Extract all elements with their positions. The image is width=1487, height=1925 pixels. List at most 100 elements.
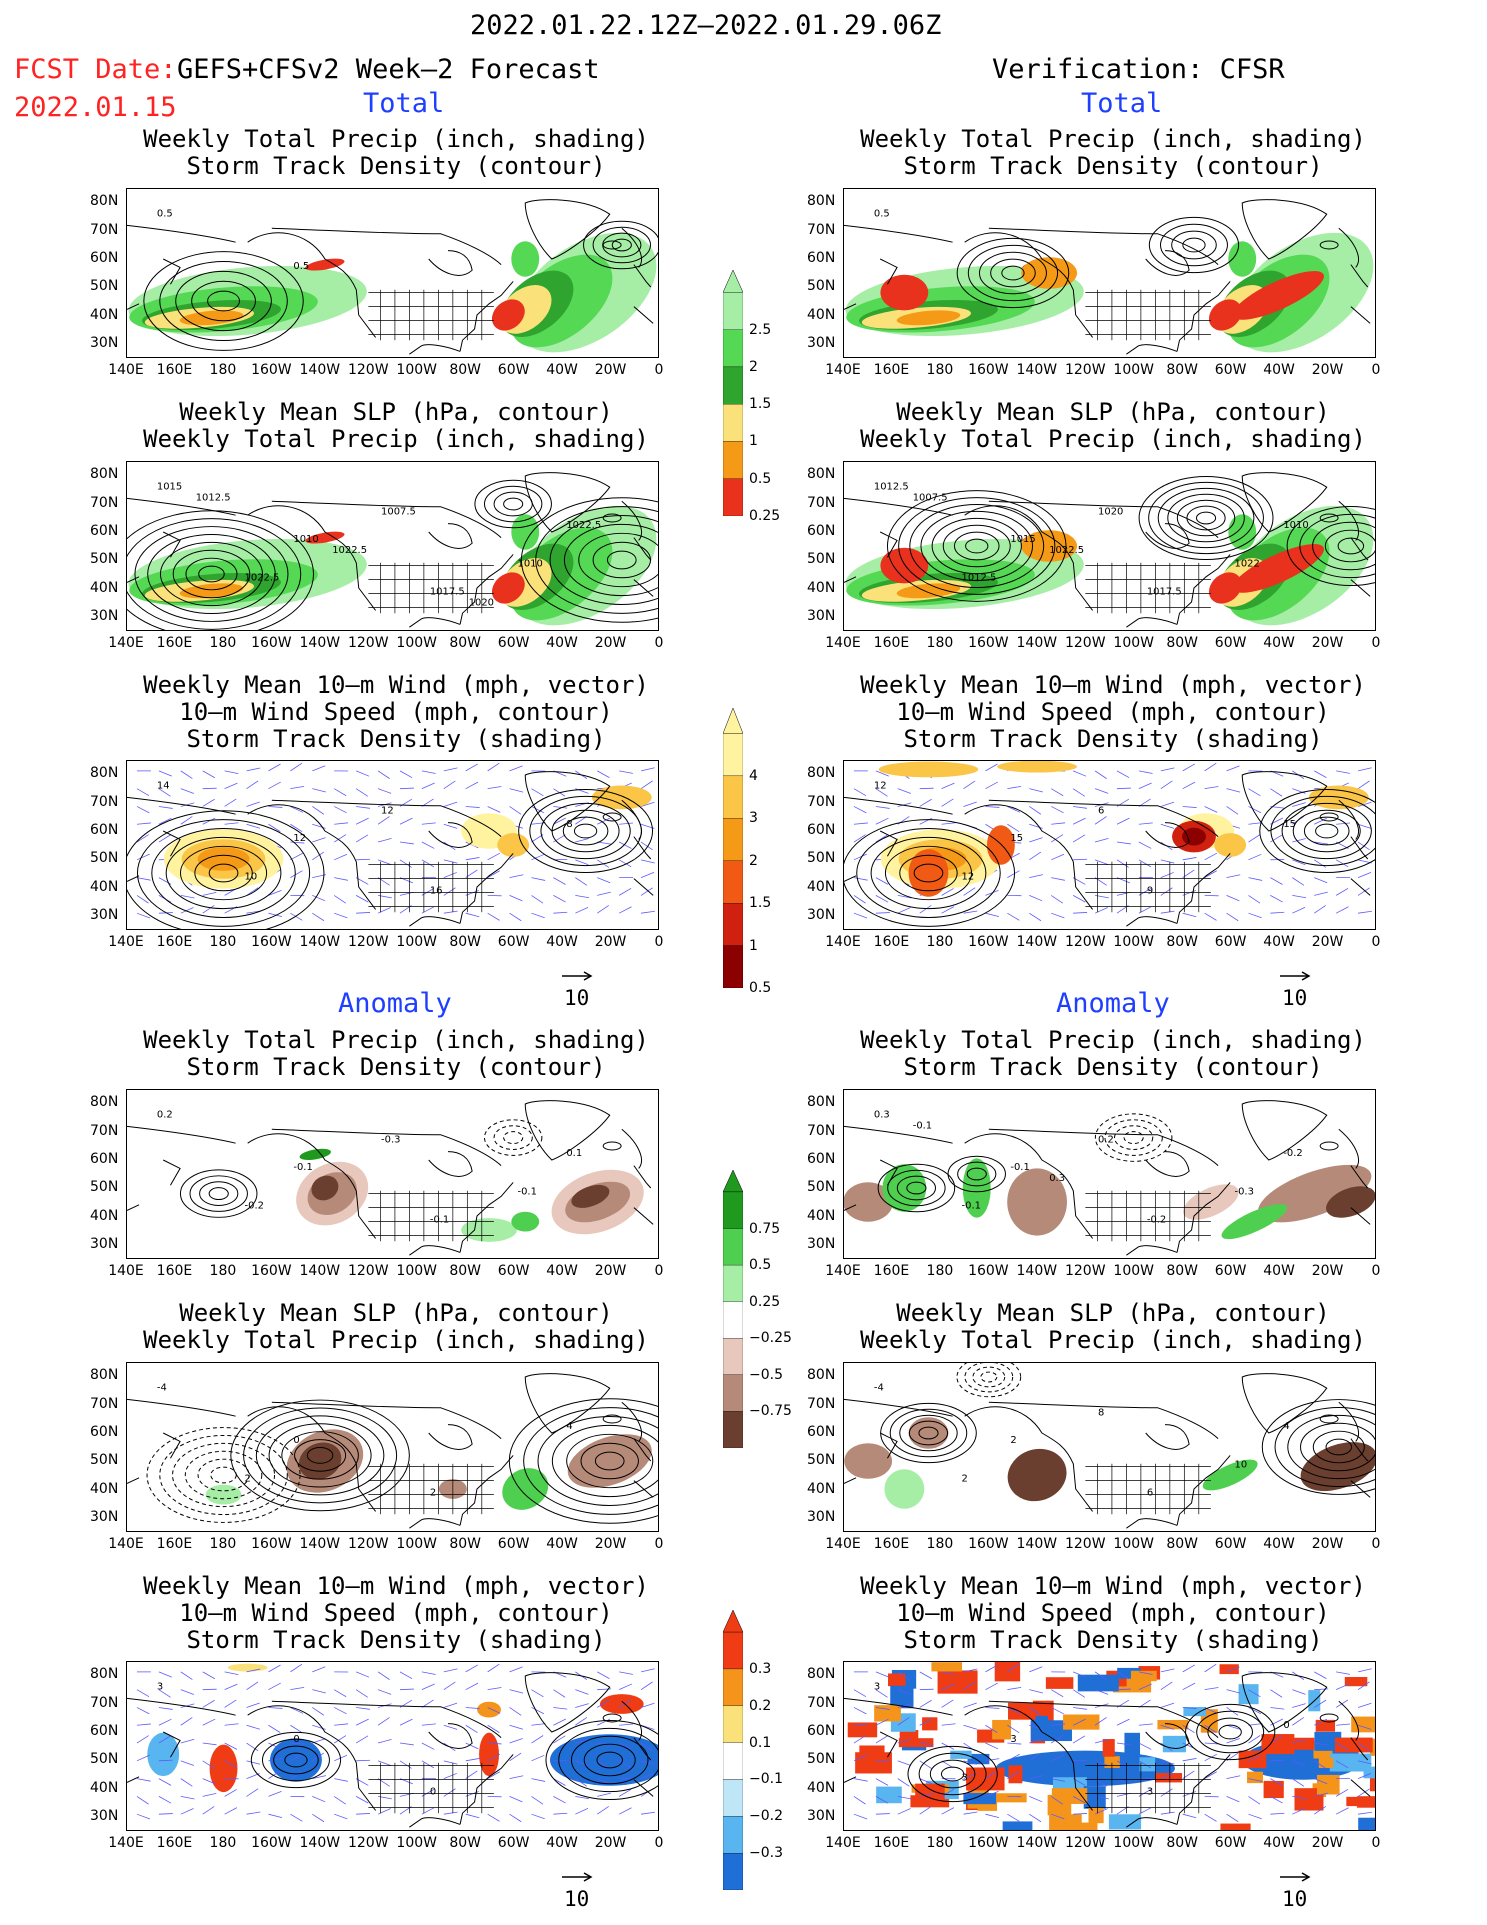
latitude-label: 30N — [90, 607, 119, 624]
contour-line — [535, 506, 658, 614]
contour-value-label: -4 — [157, 1383, 167, 1394]
contour-line — [931, 517, 1022, 575]
wind-vector — [334, 853, 348, 861]
latitude-label: 60N — [807, 522, 836, 539]
coastline-europe — [621, 500, 654, 597]
wind-vector — [531, 1796, 544, 1805]
coastline-arctic — [271, 799, 502, 837]
storm-track-anomaly-region — [147, 1732, 180, 1777]
wind-vector — [399, 859, 412, 868]
wind-vector — [443, 767, 458, 772]
longitude-label: 60W — [1214, 934, 1247, 950]
contour-line — [583, 220, 658, 270]
wind-vector — [1204, 1771, 1217, 1779]
wind-vector — [597, 1688, 612, 1691]
wind-vector — [1292, 1778, 1305, 1787]
longitude-label: 40W — [1263, 1835, 1295, 1851]
wind-vector — [202, 798, 215, 807]
wind-vector — [509, 806, 522, 815]
wind-vector — [1138, 1742, 1152, 1750]
colorbar-segment — [723, 1631, 743, 1670]
contour-labels: 12 15 9 15 12 6 — [874, 781, 1296, 897]
longitude-label: 100W — [396, 1835, 438, 1851]
wind-vector — [640, 1702, 655, 1708]
contour-line — [529, 795, 642, 867]
coastline-greenland — [524, 1100, 611, 1161]
contour-line — [551, 1424, 658, 1498]
title-fc-precip: Weekly Total Precip (inch, shading) Storm… — [143, 125, 649, 180]
wind-vector — [334, 1707, 347, 1715]
colorbar-tick-label: −0.3 — [749, 1845, 783, 1862]
title-fc-slp-anom: Weekly Mean SLP (hPa, contour) Weekly Tot… — [143, 1299, 649, 1354]
wind-vector — [553, 1689, 566, 1698]
map-forecast-wind-storm-track: 14 12 16 8 10 12 — [126, 760, 659, 930]
wind-vector — [509, 895, 523, 902]
contour-line — [562, 816, 609, 846]
wind-vector — [1226, 1724, 1241, 1730]
contour-line — [294, 1439, 347, 1472]
storm-track-cell — [1079, 1822, 1098, 1830]
wind-vector — [1314, 770, 1327, 778]
wind-vector — [1357, 859, 1372, 864]
colorbar-tick-label: 0.2 — [749, 1697, 772, 1714]
coastline-asia — [127, 497, 236, 583]
contour-line — [896, 1175, 937, 1201]
wind-vector — [202, 770, 216, 779]
wind-vector — [941, 906, 955, 914]
storm-track-anomaly-region — [995, 1750, 1176, 1787]
wind-vector — [356, 858, 371, 861]
coastline-arctic — [988, 500, 1219, 538]
wind-vector — [985, 1770, 998, 1779]
wind-vector — [1160, 1702, 1175, 1708]
wind-vector — [597, 1806, 609, 1815]
contour-value-label: 12 — [293, 833, 306, 844]
wind-vector — [355, 1671, 370, 1678]
wind-vector — [941, 1699, 954, 1708]
wind-vectors — [853, 1663, 1372, 1823]
contour-line — [208, 1187, 229, 1201]
longitude-label: 140W — [1016, 635, 1058, 651]
wind-vector — [1314, 817, 1327, 825]
wind-vector — [355, 770, 370, 777]
contour-value-label: 0.2 — [1098, 1134, 1114, 1145]
storm-track-cell — [1263, 1780, 1284, 1799]
longitude-label: 80W — [1166, 362, 1199, 378]
wind-vector — [312, 806, 325, 815]
wind-vector — [875, 1759, 890, 1762]
latitude-label: 40N — [90, 1779, 119, 1796]
wind-vector — [853, 1723, 868, 1726]
latitude-label: 60N — [90, 249, 119, 266]
wind-vector — [377, 1738, 392, 1744]
colorbar-cap-top — [723, 708, 743, 734]
wind-vector — [1029, 1689, 1043, 1694]
wind-vector — [1138, 841, 1152, 849]
map-canvas: 0.3 -0.1 -0.2 -0.2 -0.1 0.2 -0.3 -0.1 0.3 — [844, 1100, 1375, 1256]
longitude-label: 160W — [968, 1835, 1009, 1851]
longitude-label: 40W — [1263, 362, 1295, 378]
wind-vector — [853, 895, 866, 904]
wind-vector — [180, 816, 193, 825]
wind-vector — [919, 1718, 933, 1726]
wind-vector — [1007, 806, 1021, 813]
wind-vector — [1357, 780, 1370, 789]
wind-vector — [1160, 767, 1175, 772]
contour-line — [210, 1466, 237, 1484]
wind-vector — [1226, 1796, 1240, 1803]
storm-track-cell — [1183, 1707, 1207, 1717]
contour-line — [1196, 1710, 1265, 1754]
coastline-europe — [1338, 799, 1371, 896]
latitude-label: 80N — [90, 765, 119, 782]
coastline-north-america-west — [964, 1705, 1094, 1811]
longitude-label: 140E — [108, 1536, 144, 1552]
storm-track-cell — [1318, 1757, 1334, 1768]
wind-vector — [136, 834, 149, 843]
contour-line — [1286, 505, 1375, 587]
coastline-europe — [621, 799, 654, 896]
coastline-iceland — [602, 812, 622, 822]
contour-value-label: 1007.5 — [381, 506, 416, 517]
latitude-label: 80N — [807, 193, 836, 210]
longitude-label: 20W — [1311, 934, 1344, 950]
longitude-label: 0 — [1371, 1263, 1381, 1279]
wind-vector — [1204, 1724, 1217, 1733]
wind-vector — [312, 1813, 325, 1823]
